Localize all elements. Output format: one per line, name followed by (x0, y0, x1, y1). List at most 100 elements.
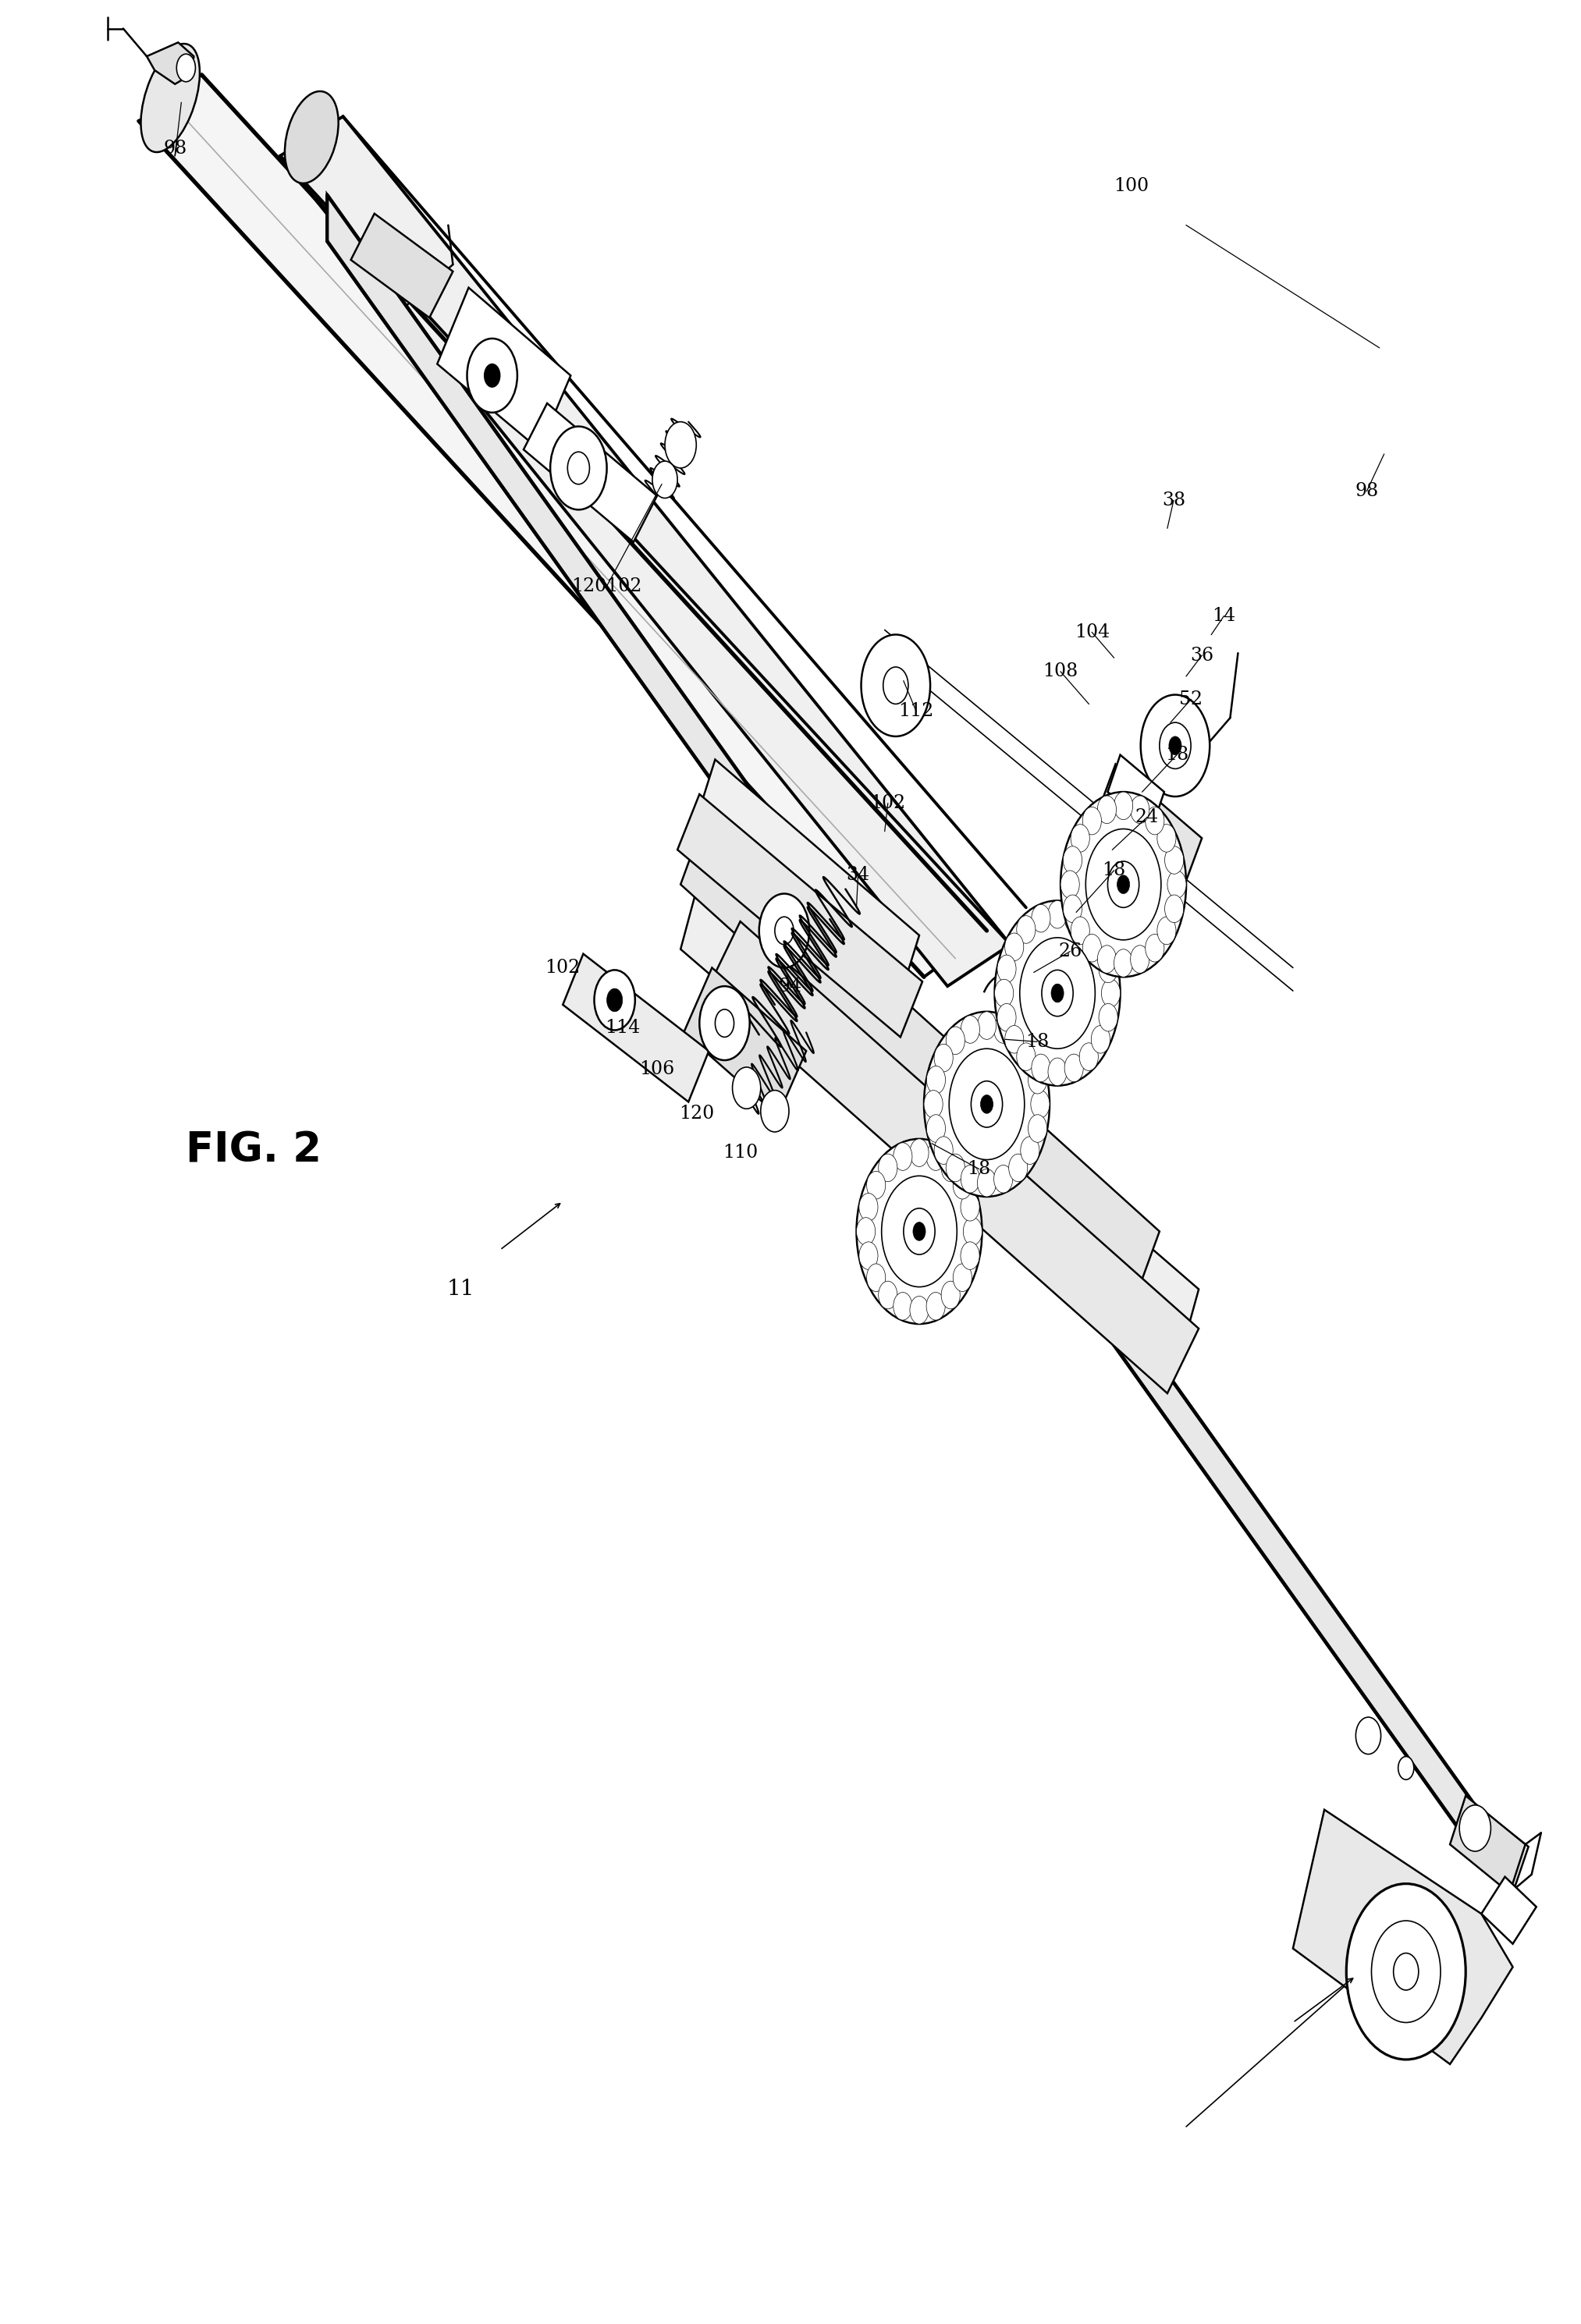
Circle shape (893, 1143, 912, 1171)
Circle shape (1070, 825, 1089, 853)
Polygon shape (680, 820, 1159, 1297)
Text: 36: 36 (1190, 646, 1214, 665)
Circle shape (977, 1011, 996, 1039)
Circle shape (953, 1264, 972, 1292)
Circle shape (1099, 1004, 1118, 1032)
Polygon shape (280, 116, 1010, 985)
Circle shape (666, 421, 696, 467)
Circle shape (884, 667, 907, 704)
Text: 24: 24 (1135, 809, 1159, 827)
Text: 120102: 120102 (571, 576, 642, 595)
Circle shape (1168, 737, 1181, 755)
Circle shape (857, 1218, 876, 1246)
Circle shape (1091, 932, 1110, 960)
Polygon shape (139, 74, 987, 976)
Circle shape (699, 985, 749, 1060)
Circle shape (1086, 830, 1160, 939)
Text: 108: 108 (1043, 662, 1078, 681)
Polygon shape (327, 209, 1489, 1862)
Circle shape (926, 1116, 945, 1143)
Circle shape (1051, 983, 1064, 1002)
Circle shape (1064, 1055, 1083, 1081)
Circle shape (994, 978, 1013, 1006)
Circle shape (909, 1297, 928, 1325)
Circle shape (1097, 795, 1116, 823)
Text: 18: 18 (1165, 746, 1189, 765)
Polygon shape (563, 953, 708, 1102)
Circle shape (912, 1222, 925, 1241)
Circle shape (594, 969, 636, 1030)
Text: FIG. 2: FIG. 2 (187, 1129, 323, 1171)
Circle shape (1097, 946, 1116, 974)
Circle shape (775, 916, 794, 944)
Circle shape (1157, 916, 1176, 944)
Polygon shape (1097, 765, 1202, 890)
Circle shape (1130, 946, 1149, 974)
Circle shape (568, 451, 590, 483)
Circle shape (1145, 806, 1164, 834)
Circle shape (1020, 937, 1096, 1048)
Polygon shape (351, 214, 452, 318)
Circle shape (949, 1048, 1024, 1160)
Text: 104: 104 (1075, 623, 1110, 641)
Circle shape (1140, 695, 1209, 797)
Ellipse shape (141, 44, 199, 151)
Polygon shape (147, 42, 194, 84)
Text: 14: 14 (1213, 607, 1236, 625)
Circle shape (1062, 895, 1081, 923)
Circle shape (980, 1095, 993, 1113)
Circle shape (1347, 1885, 1466, 2059)
Circle shape (1165, 846, 1184, 874)
Polygon shape (683, 967, 806, 1116)
Circle shape (1102, 978, 1121, 1006)
Circle shape (858, 1192, 877, 1220)
Circle shape (1459, 1806, 1491, 1852)
Circle shape (945, 1027, 964, 1055)
Circle shape (1064, 904, 1083, 932)
Circle shape (1048, 1057, 1067, 1085)
Circle shape (1062, 846, 1081, 874)
Text: 18: 18 (1102, 862, 1126, 878)
Text: 110: 110 (723, 1143, 757, 1162)
Circle shape (1021, 1136, 1039, 1164)
Circle shape (732, 1067, 760, 1109)
Circle shape (893, 1292, 912, 1320)
Circle shape (882, 1176, 957, 1287)
Circle shape (1042, 969, 1073, 1016)
Text: 18: 18 (1024, 1032, 1048, 1050)
Circle shape (1048, 902, 1067, 927)
Circle shape (904, 1208, 934, 1255)
Polygon shape (327, 195, 1481, 1862)
Circle shape (1130, 795, 1149, 823)
Circle shape (759, 895, 809, 967)
Circle shape (862, 634, 930, 737)
Polygon shape (1293, 1810, 1513, 2064)
Circle shape (961, 1192, 980, 1220)
Circle shape (1021, 1043, 1039, 1071)
Circle shape (1115, 792, 1134, 820)
Circle shape (715, 1009, 734, 1037)
Circle shape (909, 1139, 928, 1167)
Circle shape (1165, 895, 1184, 923)
Circle shape (857, 1139, 982, 1325)
Circle shape (961, 1241, 980, 1269)
Circle shape (1009, 1027, 1028, 1055)
Circle shape (1031, 904, 1050, 932)
Text: 18: 18 (968, 1160, 991, 1178)
Text: 26: 26 (1058, 944, 1081, 960)
Text: 98: 98 (1355, 481, 1379, 500)
Circle shape (1083, 806, 1102, 834)
Polygon shape (523, 404, 658, 541)
Circle shape (998, 1004, 1017, 1032)
Circle shape (177, 53, 196, 81)
Circle shape (1115, 948, 1134, 976)
Circle shape (866, 1264, 885, 1292)
Circle shape (1080, 1043, 1099, 1071)
Circle shape (1145, 934, 1164, 962)
Polygon shape (1108, 755, 1164, 830)
Circle shape (1031, 1055, 1050, 1081)
Polygon shape (438, 288, 571, 449)
Circle shape (1099, 955, 1118, 983)
Polygon shape (708, 920, 1198, 1394)
Circle shape (961, 1016, 980, 1043)
